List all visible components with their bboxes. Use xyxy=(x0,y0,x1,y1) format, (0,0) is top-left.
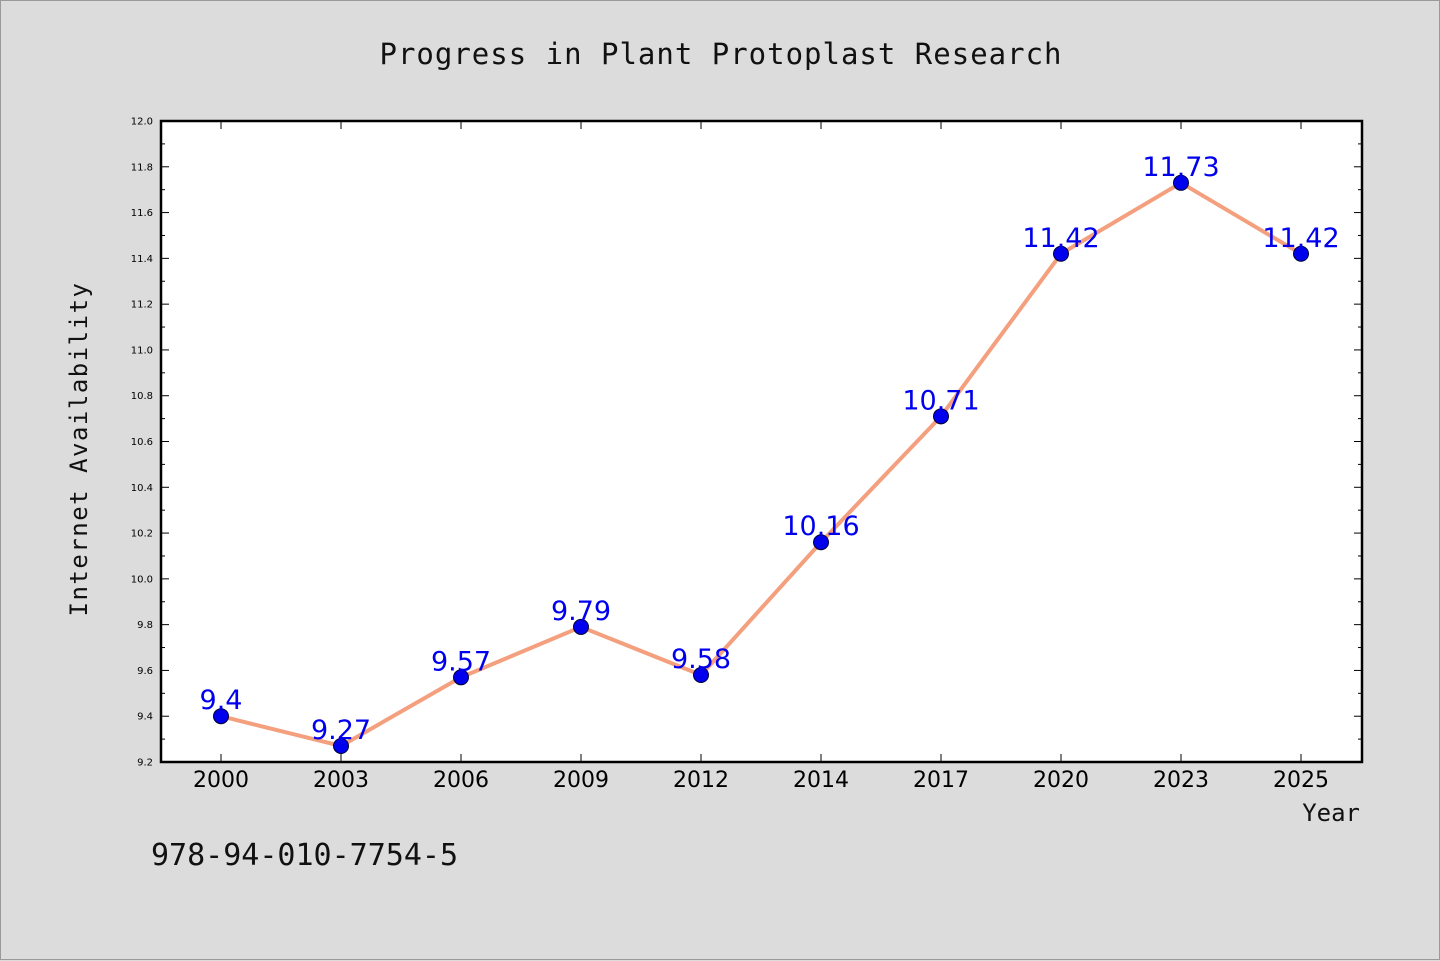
x-tick-label-3: 2009 xyxy=(553,768,609,793)
data-point-2 xyxy=(453,669,469,686)
data-point-8 xyxy=(1173,174,1189,191)
x-axis: 2000 2003 2006 2009 2012 2014 2017 2020 2023 2025 xyxy=(193,121,1329,793)
x-tick-label-0: 2000 xyxy=(193,768,249,793)
x-tick-label-6: 2017 xyxy=(913,768,969,793)
y-axis: 9.2 9.4 9.6 9.8 10.0 10.2 10.4 10.6 10.8 11.0 11.2… xyxy=(131,117,1362,769)
data-point-4 xyxy=(693,667,709,684)
data-point-6 xyxy=(933,408,949,425)
data-point-9 xyxy=(1293,245,1309,262)
isbn-text: 978-94-010-7754-5 xyxy=(151,838,458,873)
y-tick-label-6: 10.4 xyxy=(131,483,153,494)
x-tick-label-5: 2014 xyxy=(793,768,849,793)
y-tick-label-5: 10.2 xyxy=(131,529,153,540)
x-tick-label-9: 2025 xyxy=(1273,768,1329,793)
x-tick-label-8: 2023 xyxy=(1153,768,1209,793)
data-label-5: 10.16 xyxy=(782,511,859,542)
chart-title: Progress in Plant Protoplast Research xyxy=(379,37,1062,71)
y-tick-label-3: 9.8 xyxy=(137,620,153,631)
data-label-group: 9.4 9.27 9.57 9.79 9.58 10.16 10.71 11.42 11.73 1… xyxy=(200,152,1340,746)
marker-group xyxy=(213,174,1309,754)
data-label-3: 9.79 xyxy=(551,596,611,627)
data-point-7 xyxy=(1053,245,1069,262)
data-label-9: 11.42 xyxy=(1262,223,1339,254)
x-tick-label-1: 2003 xyxy=(313,768,369,793)
x-axis-label: Year xyxy=(1302,799,1360,827)
data-label-8: 11.73 xyxy=(1142,152,1219,183)
data-label-2: 9.57 xyxy=(431,646,491,677)
data-point-1 xyxy=(333,737,349,754)
plot-area xyxy=(159,119,1364,764)
y-tick-label-10: 11.2 xyxy=(131,300,153,311)
y-tick-label-14: 12.0 xyxy=(131,117,153,128)
y-tick-label-7: 10.6 xyxy=(131,437,153,448)
y-axis-label: Internet Availability xyxy=(65,282,93,617)
y-tick-label-4: 10.0 xyxy=(131,574,153,585)
data-label-7: 11.42 xyxy=(1022,223,1099,254)
data-label-6: 10.71 xyxy=(902,385,979,416)
data-label-4: 9.58 xyxy=(671,644,731,675)
data-point-0 xyxy=(213,708,229,725)
y-tick-label-11: 11.4 xyxy=(131,254,153,265)
x-tick-label-7: 2020 xyxy=(1033,768,1089,793)
data-label-0: 9.4 xyxy=(200,685,243,716)
y-tick-label-0: 9.2 xyxy=(137,758,153,769)
x-tick-label-4: 2012 xyxy=(673,768,729,793)
y-tick-label-9: 11.0 xyxy=(131,345,153,356)
data-point-5 xyxy=(813,534,829,551)
y-tick-label-13: 11.8 xyxy=(131,162,153,173)
y-tick-label-2: 9.6 xyxy=(137,666,153,677)
data-label-1: 9.27 xyxy=(311,715,371,746)
y-tick-label-8: 10.8 xyxy=(131,391,153,402)
data-point-3 xyxy=(573,618,589,635)
y-tick-label-12: 11.6 xyxy=(131,208,153,219)
series-line xyxy=(219,180,1303,748)
y-tick-label-1: 9.4 xyxy=(137,712,153,723)
x-tick-label-2: 2006 xyxy=(433,768,489,793)
series-line-group xyxy=(219,180,1303,748)
